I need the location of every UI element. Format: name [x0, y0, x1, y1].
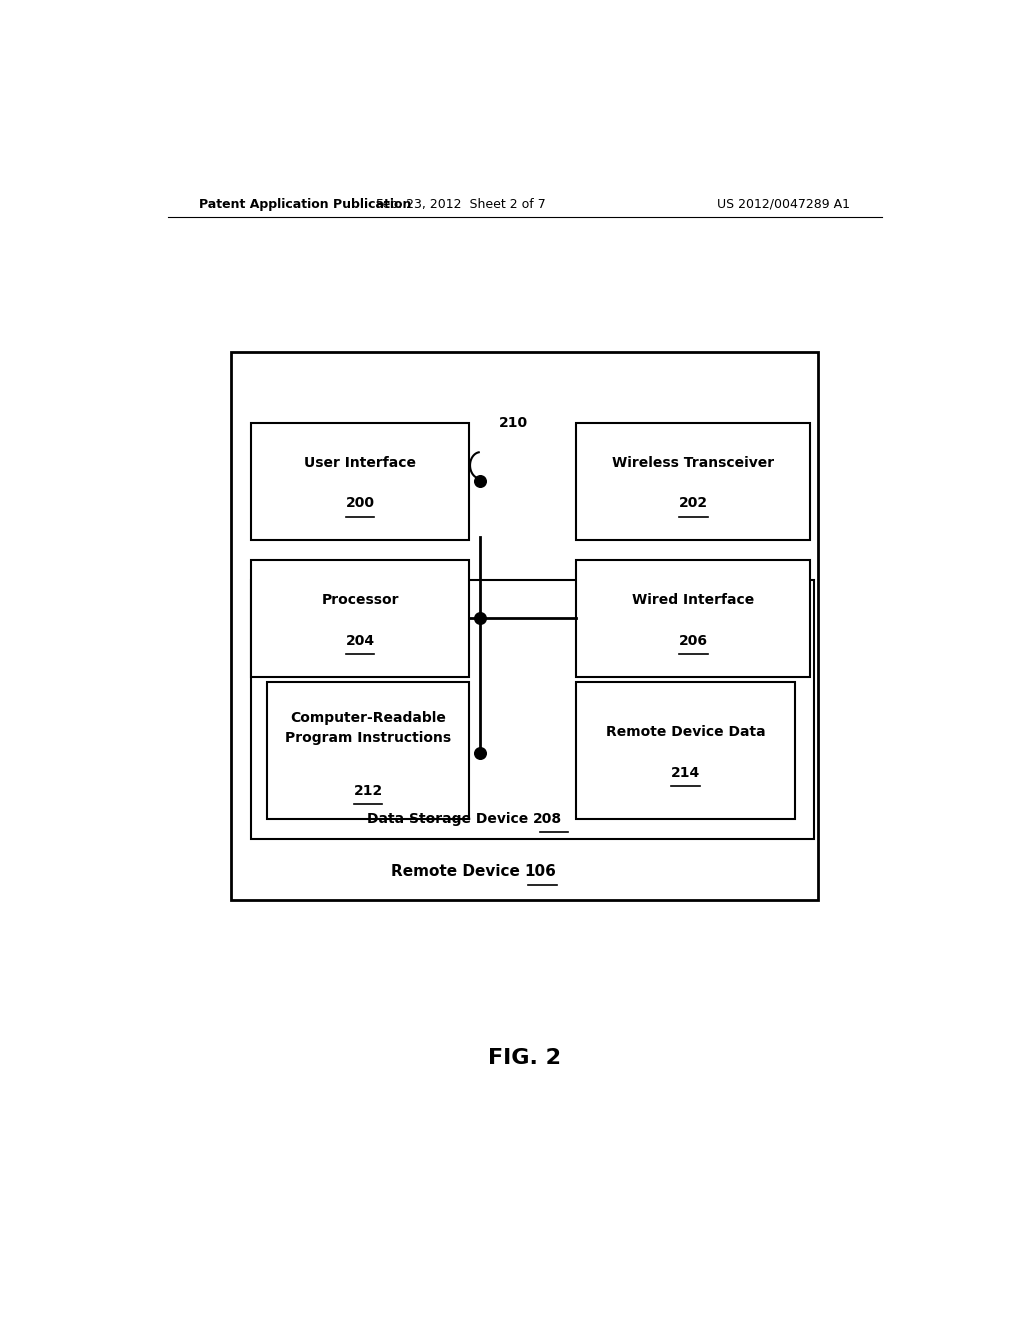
Text: 212: 212 — [353, 784, 383, 799]
Text: Remote Device Data: Remote Device Data — [605, 725, 765, 739]
Point — [472, 607, 488, 628]
Text: Data Storage Device: Data Storage Device — [367, 812, 532, 826]
Text: Computer-Readable
Program Instructions: Computer-Readable Program Instructions — [285, 711, 452, 744]
Text: Wireless Transceiver: Wireless Transceiver — [612, 455, 774, 470]
Bar — [577, 682, 795, 818]
Point — [472, 742, 488, 763]
Bar — [251, 560, 469, 677]
Text: 204: 204 — [345, 634, 375, 648]
Text: Remote Device: Remote Device — [391, 865, 524, 879]
Bar — [267, 682, 469, 818]
Bar — [231, 351, 818, 900]
Text: FIG. 2: FIG. 2 — [488, 1048, 561, 1068]
Text: Wired Interface: Wired Interface — [632, 593, 755, 607]
Text: 214: 214 — [671, 766, 700, 780]
Text: User Interface: User Interface — [304, 455, 416, 470]
Bar — [577, 422, 811, 540]
Text: 206: 206 — [679, 634, 708, 648]
Text: 208: 208 — [532, 812, 562, 826]
Bar — [577, 560, 811, 677]
Text: Processor: Processor — [322, 593, 399, 607]
Text: US 2012/0047289 A1: US 2012/0047289 A1 — [717, 198, 850, 211]
Bar — [251, 422, 469, 540]
Point — [472, 470, 488, 491]
Bar — [251, 581, 814, 840]
Text: 202: 202 — [679, 496, 708, 511]
Text: 210: 210 — [499, 416, 527, 430]
Text: 200: 200 — [346, 496, 375, 511]
Text: Feb. 23, 2012  Sheet 2 of 7: Feb. 23, 2012 Sheet 2 of 7 — [377, 198, 546, 211]
Text: Patent Application Publication: Patent Application Publication — [200, 198, 412, 211]
Text: 106: 106 — [524, 865, 557, 879]
